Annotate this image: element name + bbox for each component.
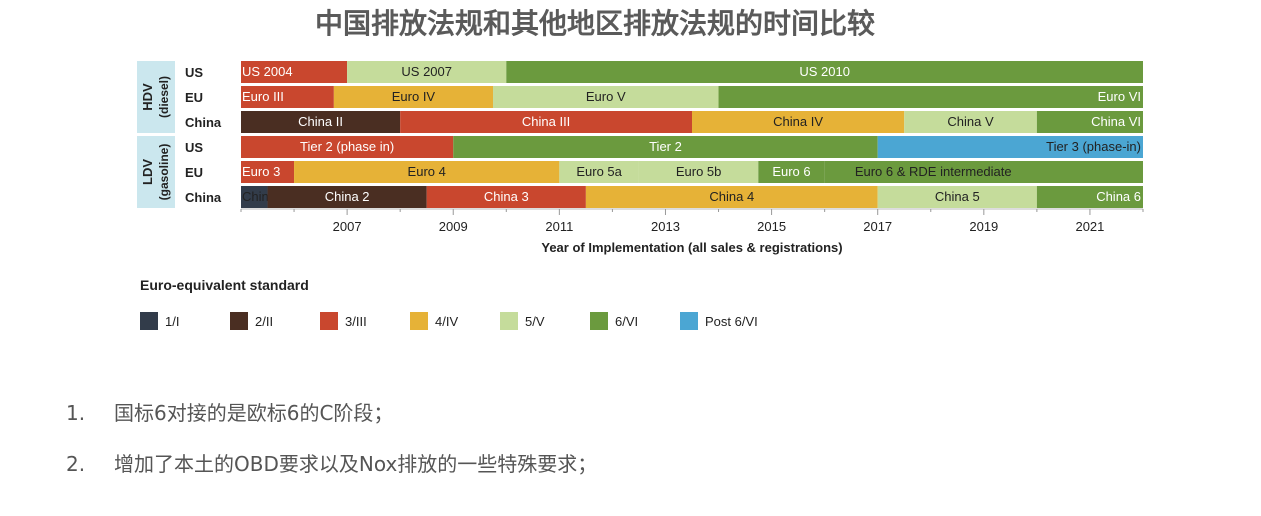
legend-label: 5/V	[525, 314, 545, 329]
timeline-segment	[1036, 186, 1143, 208]
row-label: China	[185, 190, 222, 205]
segment-label: US 2010	[799, 64, 850, 79]
timeline-segment	[241, 61, 348, 83]
timeline-segment	[559, 161, 639, 183]
segment-label: China IV	[773, 114, 823, 129]
note-number: 2.	[66, 452, 86, 476]
segment-label: China VI	[1091, 114, 1141, 129]
x-tick-label: 2007	[333, 219, 362, 234]
segment-label: Euro VI	[1098, 89, 1141, 104]
segment-label: China 3	[484, 189, 529, 204]
timeline-segment	[241, 186, 268, 208]
segment-label: Tier 2	[649, 139, 682, 154]
row-label: EU	[185, 165, 203, 180]
segment-label: Euro 5a	[576, 164, 622, 179]
x-tick-label: 2019	[969, 219, 998, 234]
x-tick-label: 2015	[757, 219, 786, 234]
group-label-background	[137, 136, 175, 208]
segment-label: Euro 4	[408, 164, 446, 179]
group-label-top: HDV	[140, 83, 155, 111]
timeline-segment	[400, 111, 692, 133]
timeline-segment	[824, 161, 1143, 183]
timeline-segment	[638, 161, 759, 183]
x-tick-label: 2017	[863, 219, 892, 234]
note-number: 1.	[66, 401, 86, 425]
segment-label: China II	[298, 114, 343, 129]
legend-label: Post 6/VI	[705, 314, 758, 329]
legend-label: 6/VI	[615, 314, 638, 329]
row-label: China	[185, 115, 222, 130]
legend-swatch	[590, 312, 608, 330]
timeline-segment	[267, 186, 427, 208]
segment-label: Tier 2 (phase in)	[300, 139, 394, 154]
group-label-bottom: (diesel)	[157, 76, 171, 118]
legend-swatch	[410, 312, 428, 330]
segment-label: China 4	[709, 189, 754, 204]
note-item-2: 2. 增加了本土的OBD要求以及Nox排放的一些特殊要求；	[66, 448, 597, 477]
timeline-segment	[877, 136, 1143, 158]
row-label: US	[185, 65, 203, 80]
group-label-bottom: (gasoline)	[157, 144, 171, 201]
segment-label: Euro 5b	[676, 164, 722, 179]
timeline-segment	[241, 86, 334, 108]
legend-swatch	[320, 312, 338, 330]
timeline-segment	[585, 186, 878, 208]
timeline-segment	[758, 161, 825, 183]
x-axis-title: Year of Implementation (all sales & regi…	[541, 240, 842, 255]
segment-label: Euro 6 & RDE intermediate	[855, 164, 1012, 179]
segment-label: Tier 3 (phase-in)	[1046, 139, 1141, 154]
legend-swatch	[230, 312, 248, 330]
legend-swatch	[680, 312, 698, 330]
segment-label: US 2004	[242, 64, 293, 79]
x-tick-label: 2011	[545, 219, 573, 234]
segment-label: Euro 6	[772, 164, 810, 179]
segment-label: Euro III	[242, 89, 284, 104]
timeline-segment	[241, 161, 295, 183]
segment-label: China 6	[1096, 189, 1141, 204]
group-label-top: LDV	[140, 159, 155, 185]
x-tick-label: 2021	[1075, 219, 1104, 234]
note-text: 国标6对接的是欧标6的C阶段；	[114, 401, 394, 425]
timeline-segment	[506, 61, 1143, 83]
segment-label: China 2	[325, 189, 370, 204]
x-tick-label: 2013	[651, 219, 680, 234]
segment-label: China V	[947, 114, 994, 129]
segment-label: Euro V	[586, 89, 626, 104]
row-label: US	[185, 140, 203, 155]
timeline-segment	[904, 111, 1037, 133]
segment-label: Euro IV	[392, 89, 436, 104]
timeline-segment	[692, 111, 905, 133]
legend-swatch	[140, 312, 158, 330]
legend-label: 2/II	[255, 314, 273, 329]
timeline-segment	[453, 136, 878, 158]
timeline-segment	[294, 161, 560, 183]
legend-label: 4/IV	[435, 314, 458, 329]
segment-label: Euro 3	[242, 164, 280, 179]
segment-label: China 5	[935, 189, 980, 204]
note-text: 增加了本土的OBD要求以及Nox排放的一些特殊要求；	[114, 452, 598, 476]
timeline-segment	[426, 186, 586, 208]
timeline-segment	[333, 86, 494, 108]
note-item-1: 1. 国标6对接的是欧标6的C阶段；	[66, 397, 393, 426]
timeline-segment	[347, 61, 507, 83]
legend-swatch	[500, 312, 518, 330]
timeline-segment	[1036, 111, 1143, 133]
group-label-background	[137, 61, 175, 133]
segment-label: US 2007	[401, 64, 452, 79]
timeline-segment	[241, 136, 454, 158]
x-tick-label: 2009	[439, 219, 468, 234]
page-title: 中国排放法规和其他地区排放法规的时间比较	[314, 7, 875, 40]
segment-label: China III	[522, 114, 570, 129]
legend-title: Euro-equivalent standard	[140, 277, 309, 293]
timeline-segment	[718, 86, 1143, 108]
timeline-segment	[493, 86, 719, 108]
timeline-segment	[877, 186, 1037, 208]
timeline-segment	[241, 111, 401, 133]
legend-label: 3/III	[345, 314, 367, 329]
legend-label: 1/I	[165, 314, 179, 329]
row-label: EU	[185, 90, 203, 105]
